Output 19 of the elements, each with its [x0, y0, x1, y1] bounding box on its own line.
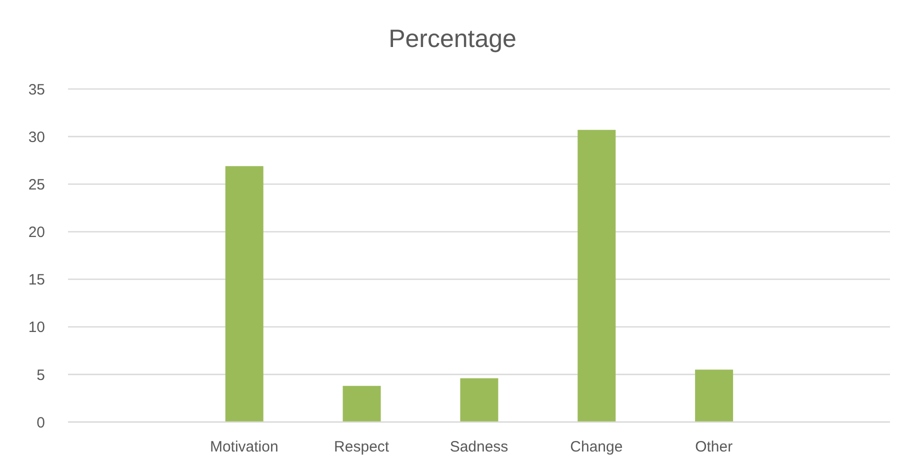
- y-tick-label: 30: [28, 128, 45, 146]
- x-tick-label: Change: [570, 438, 623, 456]
- bar: [695, 370, 734, 422]
- bar: [578, 130, 616, 422]
- y-tick-label: 20: [28, 224, 45, 242]
- x-tick-label: Sadness: [450, 438, 508, 456]
- x-tick-label: Motivation: [210, 438, 278, 456]
- y-tick-label: 15: [28, 272, 45, 289]
- y-tick-label: 5: [36, 366, 45, 384]
- x-tick-label: Other: [695, 438, 733, 456]
- y-tick-label: 0: [36, 414, 45, 432]
- bar: [342, 386, 381, 422]
- x-tick-label: Respect: [334, 438, 390, 456]
- chart-title: Percentage: [388, 24, 518, 54]
- y-tick-label: 25: [28, 176, 45, 194]
- bar: [460, 378, 498, 422]
- bar: [225, 166, 264, 422]
- y-tick-label: 35: [28, 81, 45, 98]
- y-tick-label: 10: [28, 319, 45, 336]
